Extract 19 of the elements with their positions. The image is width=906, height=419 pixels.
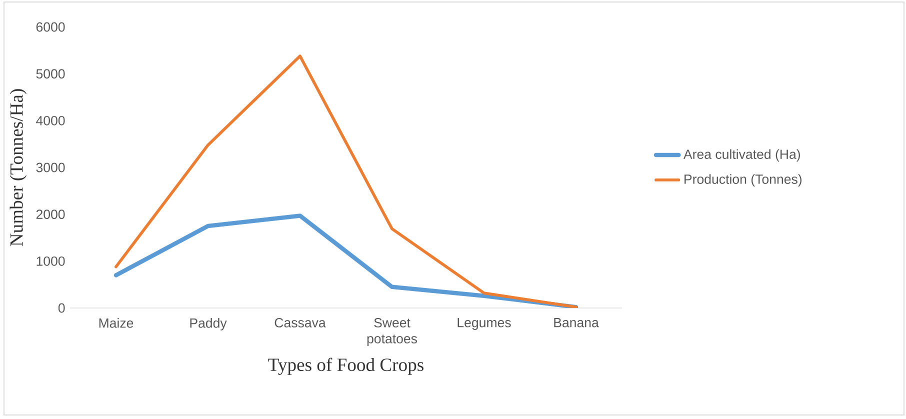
- y-tick-label: 5000: [36, 69, 65, 79]
- x-tick-label: Maize: [99, 318, 134, 328]
- x-tick-label: Legumes: [458, 318, 511, 330]
- x-tick-label: Cassava: [274, 318, 326, 328]
- y-axis-title: Number (Tonnes/Ha): [10, 89, 27, 246]
- legend-label: Production (Tonnes): [684, 174, 802, 187]
- line-series: [114, 214, 578, 308]
- y-tick-label: 0: [58, 303, 65, 313]
- x-tick-label: Paddy: [190, 318, 227, 330]
- x-tick-label: Banana: [554, 318, 599, 328]
- y-tick-label: 4000: [36, 116, 65, 126]
- y-tick-label: 6000: [36, 22, 65, 32]
- legend-label: Area cultivated (Ha): [683, 149, 800, 162]
- y-tick-label: 2000: [36, 210, 65, 220]
- line-series: [114, 54, 578, 308]
- y-tick-label: 3000: [36, 162, 65, 172]
- y-tick-label: 1000: [36, 256, 65, 266]
- x-tick-label: Sweet potatoes: [367, 318, 417, 346]
- x-axis-title: Types of Food Crops: [268, 358, 424, 375]
